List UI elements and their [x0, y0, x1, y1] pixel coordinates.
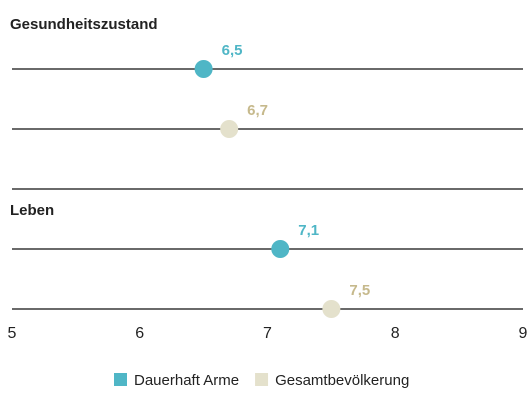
legend-swatch — [114, 373, 127, 386]
x-tick-label: 9 — [519, 325, 528, 342]
value-label: 7,1 — [298, 222, 319, 239]
value-label: 7,5 — [349, 282, 370, 299]
dot — [194, 60, 213, 78]
dot — [322, 300, 341, 318]
dot — [271, 240, 290, 258]
legend-label: Gesamtbevölkerung — [275, 372, 409, 389]
value-label: 6,5 — [222, 42, 243, 59]
legend-swatch — [255, 373, 269, 386]
x-tick-label: 8 — [391, 325, 400, 342]
x-tick-label: 7 — [263, 325, 272, 342]
x-tick-label: 6 — [135, 325, 144, 342]
dot — [220, 120, 239, 138]
group-label: Leben — [10, 202, 54, 219]
value-label: 6,7 — [247, 102, 268, 119]
legend-label: Dauerhaft Arme — [134, 372, 239, 389]
group-label: Gesundheitszustand — [10, 16, 158, 33]
x-tick-label: 5 — [8, 325, 17, 342]
